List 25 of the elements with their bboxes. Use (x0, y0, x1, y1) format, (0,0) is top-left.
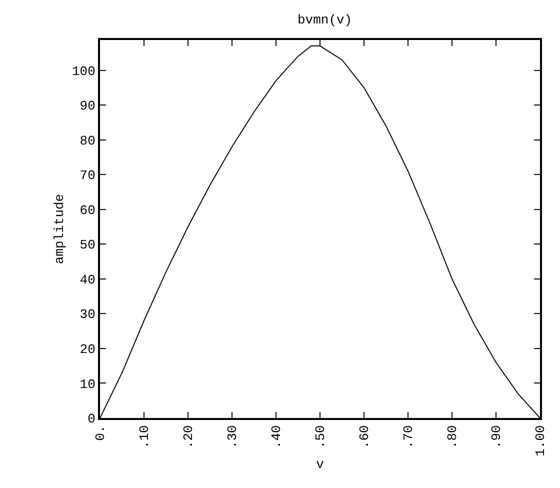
y-tick-label: 100 (72, 64, 96, 79)
x-tick-label: .10 (137, 425, 152, 449)
y-tick-label: 0 (88, 412, 96, 427)
y-tick-label: 50 (80, 238, 96, 253)
x-tick-label: .70 (401, 425, 416, 449)
x-tick-label: .60 (357, 425, 372, 449)
chart-title: bvmn(v) (297, 12, 352, 28)
y-axis-title: amplitude (52, 194, 67, 264)
x-tick-label: .90 (489, 425, 504, 449)
y-tick-label: 40 (80, 272, 96, 288)
y-tick-label: 60 (80, 202, 96, 218)
y-tick-label: 20 (80, 342, 96, 357)
x-tick-label: .20 (181, 425, 196, 449)
x-tick-label: 1.00 (533, 425, 548, 456)
x-tick-label: 0. (93, 425, 108, 441)
y-tick-label: 30 (80, 307, 96, 322)
x-tick-label: .30 (225, 425, 240, 449)
y-tick-label: 90 (80, 98, 96, 114)
x-tick-label: .80 (445, 425, 460, 449)
y-tick-label: 70 (80, 168, 96, 184)
y-tick-label: 80 (80, 133, 96, 148)
x-tick-label: .40 (269, 425, 284, 449)
y-tick-label: 10 (80, 376, 96, 392)
x-tick-label: .50 (313, 425, 328, 449)
x-axis-title: v (316, 457, 324, 472)
